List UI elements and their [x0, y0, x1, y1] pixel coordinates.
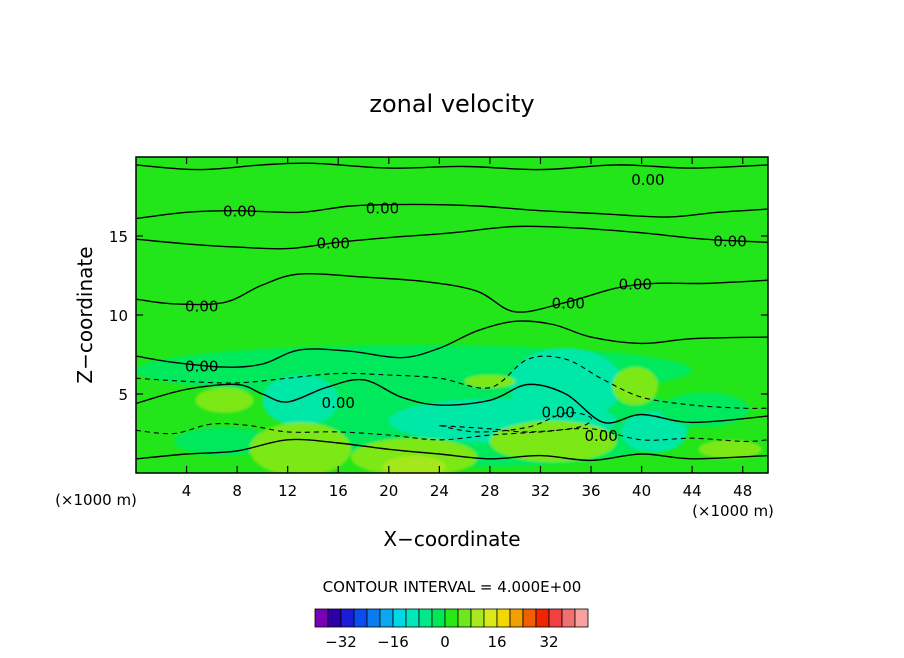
x-unit-label-left: (×1000 m) — [55, 491, 137, 509]
colorbar-swatch-7 — [405, 608, 420, 628]
region-positive-weak-14 — [464, 375, 516, 388]
contour-label-3: 0.00 — [631, 171, 664, 189]
region-negative-strong-4 — [262, 375, 339, 426]
y-tick-label-2: 15 — [109, 228, 128, 246]
shaded-regions — [136, 345, 762, 473]
colorbar-swatch-19 — [561, 608, 576, 628]
x-axis: 4 8 12 16 20 24 28 32 36 40 44 48 — [182, 157, 752, 500]
region-positive-weak-8 — [249, 422, 351, 473]
contour-interval-text: CONTOUR INTERVAL = 4.000E+00 — [323, 578, 582, 596]
colorbar-swatch-11 — [457, 608, 472, 628]
region-positive-weak-13 — [698, 439, 762, 459]
contour-label-0: 0.00 — [223, 203, 256, 221]
region-negative-weak-6 — [660, 392, 750, 428]
chart-title: zonal velocity — [369, 90, 534, 118]
x-tick-label-9: 40 — [632, 482, 651, 500]
colorbar-swatch-6 — [392, 608, 407, 628]
contour-label-10: 0.00 — [541, 403, 574, 421]
y-tick-label-0: 5 — [118, 386, 128, 404]
x-tick-label-6: 28 — [480, 482, 499, 500]
region-negative-strong-3 — [508, 348, 623, 421]
colorbar-tick-label-3: 16 — [487, 633, 506, 651]
contour-label-4: 0.00 — [713, 233, 746, 251]
x-unit-label-right: (×1000 m) — [692, 502, 774, 520]
colorbar-swatch-0 — [314, 608, 329, 628]
colorbar: −32 −16 0 16 32 — [314, 608, 589, 651]
solid-contour-3 — [136, 272, 768, 313]
colorbar-swatch-4 — [366, 608, 381, 628]
region-positive-weak-10 — [489, 420, 617, 462]
colorbar-tick-label-0: −32 — [325, 633, 357, 651]
solid-contour-1 — [136, 203, 768, 220]
colorbar-swatch-14 — [496, 608, 511, 628]
region-positive-weak-11 — [195, 387, 254, 413]
solid-contour-5 — [136, 378, 768, 424]
contour-label-2: 0.00 — [316, 234, 349, 252]
x-tick-label-4: 20 — [379, 482, 398, 500]
colorbar-swatch-18 — [548, 608, 563, 628]
contour-label-1: 0.00 — [366, 200, 399, 218]
colorbar-swatch-12 — [470, 608, 485, 628]
solid-contour-0 — [136, 162, 768, 171]
y-axis-label: Z−coordinate — [73, 246, 97, 383]
solid-contour-6 — [136, 438, 768, 462]
x-tick-label-7: 32 — [531, 482, 550, 500]
contour-label-7: 0.00 — [185, 298, 218, 316]
x-tick-label-5: 24 — [430, 482, 449, 500]
x-tick-label-3: 16 — [329, 482, 348, 500]
region-positive-strong-15 — [382, 455, 446, 473]
region-positive-weak-12 — [612, 367, 659, 406]
colorbar-swatch-13 — [483, 608, 498, 628]
solid-contour-4 — [136, 320, 768, 368]
colorbar-tick-label-4: 32 — [539, 633, 558, 651]
contour-label-6: 0.00 — [552, 294, 585, 312]
x-tick-label-0: 4 — [182, 482, 192, 500]
colorbar-swatch-17 — [535, 608, 550, 628]
x-axis-label: X−coordinate — [383, 527, 520, 551]
contour-labels: 0.00 0.00 0.00 0.00 0.00 0.00 0.00 0.00 0.00 0.00… — [185, 171, 747, 445]
colorbar-swatch-3 — [353, 608, 368, 628]
x-tick-label-10: 44 — [683, 482, 702, 500]
colorbar-swatch-16 — [522, 608, 537, 628]
x-tick-label-8: 36 — [581, 482, 600, 500]
colorbar-swatch-10 — [444, 608, 459, 628]
colorbar-swatch-2 — [340, 608, 355, 628]
contour-label-8: 0.00 — [185, 358, 218, 376]
solid-contour-2 — [136, 225, 768, 250]
contour-label-5: 0.00 — [619, 275, 652, 293]
dashed-contour-0 — [136, 355, 768, 409]
colorbar-swatch-15 — [509, 608, 524, 628]
contour-lines — [136, 162, 768, 462]
colorbar-swatch-8 — [418, 608, 433, 628]
colorbar-swatch-1 — [327, 608, 342, 628]
colorbar-tick-label-2: 0 — [440, 633, 450, 651]
colorbar-tick-label-1: −16 — [377, 633, 409, 651]
contour-label-11: 0.00 — [584, 427, 617, 445]
y-tick-label-1: 10 — [109, 307, 128, 325]
x-tick-label-1: 8 — [232, 482, 242, 500]
dashed-contour-2 — [439, 412, 593, 433]
x-tick-label-11: 48 — [733, 482, 752, 500]
colorbar-swatch-20 — [574, 608, 589, 628]
y-axis: 5 10 15 — [109, 228, 768, 404]
colorbar-swatch-9 — [431, 608, 446, 628]
contour-label-9: 0.00 — [322, 394, 355, 412]
region-negative-strong-5 — [621, 411, 688, 453]
colorbar-swatch-5 — [379, 608, 394, 628]
x-tick-label-2: 12 — [278, 482, 297, 500]
plot-area: 0.00 0.00 0.00 0.00 0.00 0.00 0.00 0.00 0.00 0.00… — [135, 156, 769, 474]
